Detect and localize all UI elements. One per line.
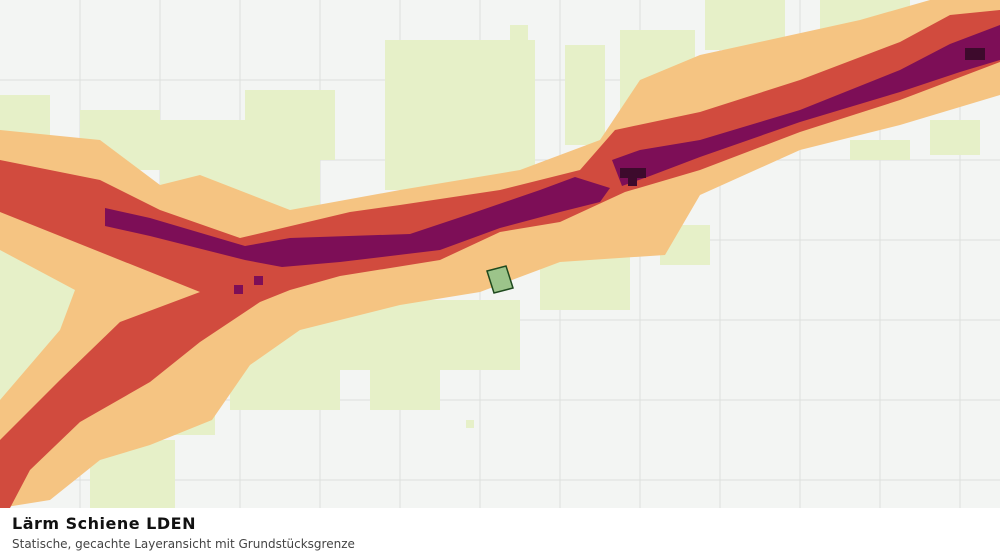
noise-zone-very-high <box>105 25 1000 294</box>
noise-zone-extreme <box>620 48 985 186</box>
layer-subtitle: Statische, gecachte Layeransicht mit Gru… <box>12 537 355 551</box>
layer-title: Lärm Schiene LDEN <box>12 514 196 533</box>
map-view <box>0 0 1000 508</box>
parcel-boundary[interactable] <box>486 265 514 294</box>
caption: Lärm Schiene LDEN Statische, gecachte La… <box>0 508 1000 560</box>
